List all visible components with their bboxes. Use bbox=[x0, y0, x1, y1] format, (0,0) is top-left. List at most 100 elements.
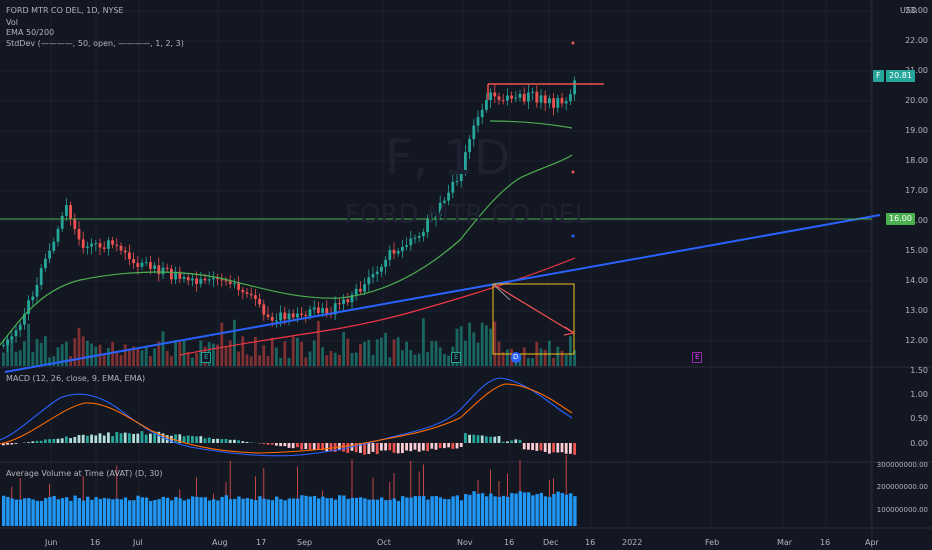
dividend-marker[interactable]: D bbox=[511, 352, 521, 363]
macd-axis-tick: 0.50 bbox=[910, 414, 928, 423]
macd-hist-bar bbox=[497, 436, 501, 443]
time-axis-tick: Feb bbox=[705, 538, 720, 547]
macd-signal-line[interactable] bbox=[0, 383, 573, 454]
macd-hist-bar bbox=[44, 439, 47, 443]
avat-bar bbox=[333, 499, 338, 526]
macd-hist-bar bbox=[359, 443, 362, 453]
volume-bar bbox=[350, 353, 354, 366]
avat-indicator-label[interactable]: Average Volume at Time (AVAT) (D, 30) bbox=[6, 469, 163, 478]
macd-hist-bar bbox=[86, 435, 89, 443]
volume-bar bbox=[409, 349, 413, 366]
candle-body bbox=[149, 262, 152, 269]
macd-hist-bar bbox=[199, 436, 203, 443]
avat-bar bbox=[556, 491, 560, 526]
avat-bar bbox=[14, 499, 18, 526]
candle-body bbox=[153, 265, 156, 269]
candle-body bbox=[564, 101, 568, 104]
volume-bar bbox=[430, 340, 434, 366]
volume-bar bbox=[413, 354, 417, 366]
volume-box[interactable] bbox=[492, 283, 575, 355]
candle-body bbox=[434, 215, 438, 219]
macd-hist-bar bbox=[249, 442, 253, 443]
volume-bar bbox=[354, 352, 358, 366]
macd-hist-bar bbox=[237, 440, 240, 443]
earnings-marker-3[interactable]: E bbox=[692, 352, 703, 363]
price-axis-tick: 21.00 bbox=[905, 66, 928, 75]
trend-line[interactable] bbox=[4, 214, 881, 373]
candle-body bbox=[443, 200, 446, 203]
macd-hist-bar bbox=[501, 441, 505, 443]
candle-body bbox=[132, 259, 135, 264]
level-price-tag: 16.00 bbox=[886, 213, 915, 225]
avat-bar bbox=[325, 498, 329, 526]
candle-body bbox=[23, 313, 26, 325]
candle-body bbox=[98, 243, 102, 248]
candle-body bbox=[182, 277, 186, 279]
price-axis-tick: 16.00 bbox=[905, 216, 928, 225]
volume-bar bbox=[60, 344, 64, 366]
price-axis-tick: 12.00 bbox=[905, 336, 928, 345]
avat-bar bbox=[107, 498, 111, 526]
currency-label[interactable]: USD bbox=[900, 6, 918, 15]
candle-body bbox=[304, 314, 308, 317]
macd-hist-bar bbox=[275, 443, 278, 446]
macd-hist-bar bbox=[354, 443, 358, 453]
avat-bar bbox=[86, 496, 90, 526]
earnings-marker-1[interactable]: E bbox=[201, 352, 212, 363]
avat-bar bbox=[191, 496, 195, 526]
macd-hist-bar bbox=[342, 443, 345, 452]
ema50-line[interactable] bbox=[0, 154, 573, 346]
avat-bar bbox=[392, 498, 396, 526]
volume-bar bbox=[464, 340, 467, 366]
avat-bar bbox=[464, 494, 468, 526]
time-axis-tick: Mar bbox=[777, 538, 793, 547]
candle-body bbox=[401, 246, 404, 252]
macd-axis-tick: 0.00 bbox=[910, 439, 928, 448]
candle-body bbox=[501, 100, 505, 102]
symbol-title[interactable]: FORD MTR CO DEL, 1D, NYSE bbox=[6, 6, 124, 15]
macd-hist-bar bbox=[564, 443, 568, 454]
ema-indicator-label[interactable]: EMA 50/200 bbox=[6, 28, 55, 37]
avat-bar bbox=[430, 496, 434, 526]
candle-body bbox=[522, 93, 526, 102]
stddev-indicator-label[interactable]: StdDev (————, 50, open, ————, 1, 2, 3) bbox=[6, 39, 184, 48]
volume-bar bbox=[300, 341, 303, 366]
macd-hist-bar bbox=[262, 443, 266, 445]
volume-bar bbox=[472, 332, 476, 366]
box-bottom-curve[interactable] bbox=[489, 120, 573, 129]
avat-bar bbox=[279, 499, 283, 526]
macd-hist-bar bbox=[493, 436, 497, 443]
earnings-marker-2[interactable]: E bbox=[451, 352, 462, 363]
volume-bar bbox=[48, 357, 51, 366]
volume-bar bbox=[81, 336, 85, 366]
candle-body bbox=[518, 93, 522, 98]
candle-body bbox=[39, 268, 43, 285]
volume-bar bbox=[459, 326, 463, 366]
candle-body bbox=[207, 279, 211, 281]
volume-bar bbox=[548, 340, 551, 366]
avat-bar bbox=[249, 499, 254, 526]
volume-bar bbox=[522, 347, 526, 366]
macd-hist-bar bbox=[52, 438, 56, 443]
macd-hist-bar bbox=[308, 443, 312, 450]
volume-arrow[interactable] bbox=[492, 283, 573, 333]
candle-body bbox=[52, 241, 56, 251]
volume-bar bbox=[107, 347, 110, 366]
volume-bar bbox=[468, 322, 471, 366]
candle-body bbox=[73, 218, 77, 229]
candle-body bbox=[476, 117, 480, 126]
candle-body bbox=[573, 80, 576, 95]
macd-hist-bar bbox=[291, 443, 295, 449]
volume-bar bbox=[132, 346, 135, 366]
macd-line[interactable] bbox=[0, 377, 573, 457]
avat-bar bbox=[6, 496, 10, 526]
macd-indicator-label[interactable]: MACD (12, 26, close, 9, EMA, EMA) bbox=[6, 374, 146, 383]
volume-bar bbox=[220, 322, 224, 366]
candle-body bbox=[506, 95, 509, 101]
volume-bar bbox=[186, 351, 190, 366]
candle-body bbox=[560, 97, 564, 104]
avat-bar bbox=[434, 496, 438, 526]
macd-hist-bar bbox=[472, 434, 476, 443]
volume-indicator-label[interactable]: Vol bbox=[6, 18, 18, 27]
